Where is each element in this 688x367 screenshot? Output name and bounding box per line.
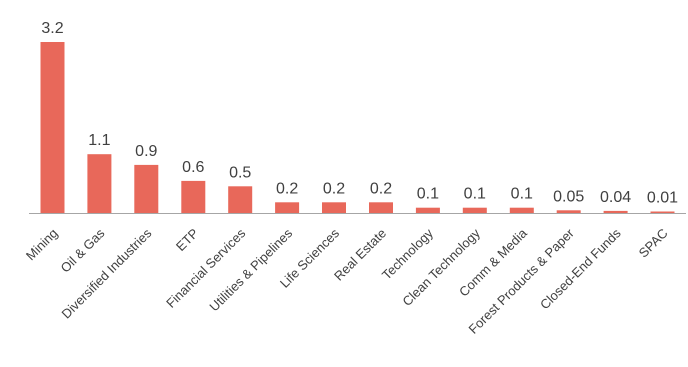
data-label-12: 0.04 xyxy=(600,189,631,206)
value-labels-group: 3.2 1.1 0.9 0.6 0.5 0.2 0.2 0.2 0.1 0.1 0.1 0.05 0.0… xyxy=(41,20,678,207)
bar-5 xyxy=(275,202,300,213)
bar-6 xyxy=(322,202,346,213)
category-label-5: Utilities & Pipelines xyxy=(206,225,295,314)
data-label-13: 0.01 xyxy=(647,190,678,207)
data-label-6: 0.2 xyxy=(323,180,345,197)
data-label-3: 0.6 xyxy=(182,159,204,176)
category-label-0: Mining xyxy=(23,226,61,264)
data-label-7: 0.2 xyxy=(370,180,392,197)
bar-9 xyxy=(462,207,487,213)
data-label-8: 0.1 xyxy=(417,186,439,203)
bar-10 xyxy=(509,207,534,213)
data-label-9: 0.1 xyxy=(464,186,486,203)
category-label-4: Financial Services xyxy=(163,225,249,311)
data-label-2: 0.9 xyxy=(135,143,157,160)
bar-2 xyxy=(134,164,159,213)
bar-4 xyxy=(228,186,253,213)
bar-13 xyxy=(650,211,675,213)
data-label-0: 3.2 xyxy=(41,20,63,37)
data-label-5: 0.2 xyxy=(276,180,298,197)
data-label-1: 1.1 xyxy=(88,132,110,149)
data-label-11: 0.05 xyxy=(553,188,584,205)
bars-group xyxy=(40,42,675,213)
category-label-2: Diversified Industries xyxy=(58,225,154,321)
bar-1 xyxy=(87,154,112,213)
category-label-12: Closed-End Funds xyxy=(537,225,624,312)
bar-0 xyxy=(40,42,65,213)
bar-12 xyxy=(603,210,628,213)
category-label-3: ETP xyxy=(173,226,201,254)
data-label-10: 0.1 xyxy=(511,186,533,203)
bar-11 xyxy=(556,210,581,213)
bar-7 xyxy=(369,202,393,213)
category-label-13: SPAC xyxy=(636,226,671,261)
data-label-4: 0.5 xyxy=(229,164,251,181)
bar-3 xyxy=(181,180,206,213)
bar-8 xyxy=(415,207,440,213)
